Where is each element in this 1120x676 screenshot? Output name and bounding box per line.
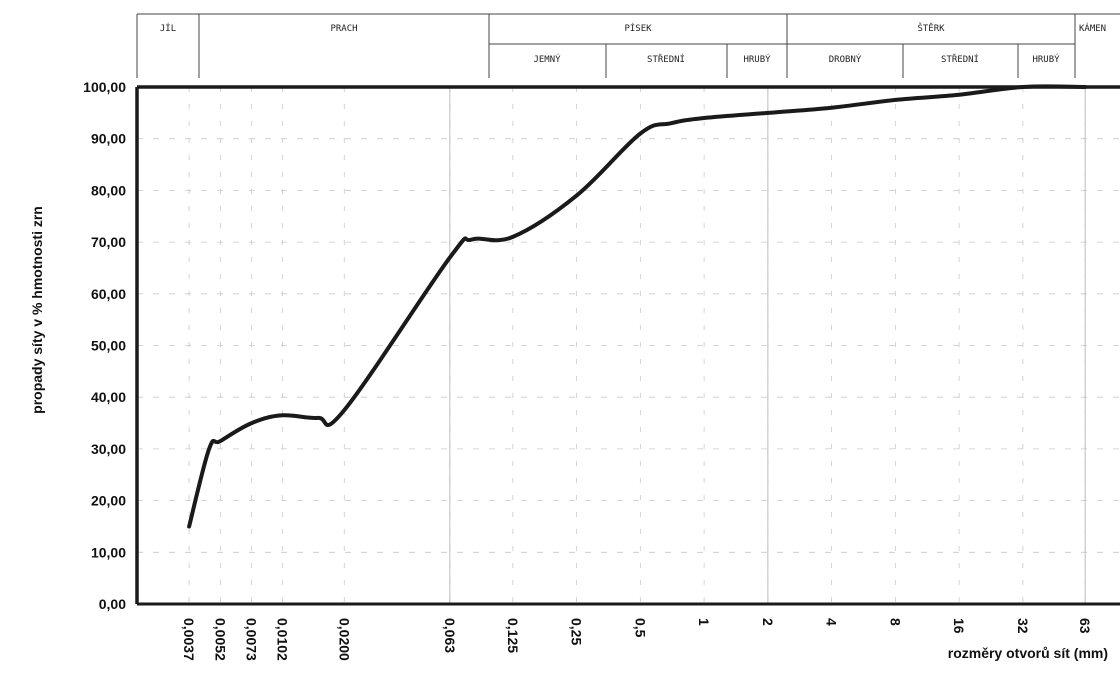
header-silt: PRACH (330, 24, 357, 34)
header-gravel: ŠTĚRK (917, 22, 945, 34)
y-tick-label: 10,00 (91, 544, 126, 560)
y-tick-label: 20,00 (91, 493, 126, 509)
header-gravel-coarse: HRUBÝ (1032, 53, 1060, 65)
x-tick-label: 0,063 (442, 618, 458, 653)
x-tick-label: 4 (824, 618, 840, 626)
y-tick-label: 90,00 (91, 131, 126, 147)
y-tick-label: 40,00 (91, 389, 126, 405)
x-tick-label: 32 (1015, 618, 1031, 634)
x-tick-label: 8 (887, 618, 903, 626)
grading-curve (187, 84, 1088, 529)
x-tick-label: 0,0052 (212, 618, 228, 661)
y-tick-label: 50,00 (91, 338, 126, 354)
x-tick-label: 63 (1077, 618, 1093, 634)
y-tick-label: 100,00 (83, 79, 126, 95)
x-tick-label: 0,0037 (181, 618, 197, 661)
y-tick-label: 0,00 (99, 596, 126, 612)
x-tick-label: 0,125 (505, 618, 521, 653)
x-tick-label: 0,0102 (274, 618, 290, 661)
x-tick-label: 0,0200 (336, 618, 352, 661)
header-gravel-fine: DROBNÝ (829, 53, 862, 65)
y-tick-label: 80,00 (91, 182, 126, 198)
x-tick-label: 1 (696, 618, 712, 626)
x-tick-label: 16 (951, 618, 967, 634)
header-gravel-medium: STŘEDNÍ (941, 53, 979, 65)
x-tick-label: 0,5 (632, 618, 648, 638)
x-axis-title: rozměry otvorů sít (mm) (948, 645, 1108, 661)
x-tick-label: 0,0073 (244, 618, 260, 661)
header-sand-coarse: HRUBÝ (743, 53, 771, 65)
x-tick-label: 0,25 (569, 618, 585, 645)
y-axis-title: propady síty v % hmotnosti zrn (29, 206, 45, 414)
header-sand: PÍSEK (624, 22, 652, 34)
y-tick-label: 30,00 (91, 441, 126, 457)
header-sand-fine: JEMNÝ (533, 53, 561, 65)
header-cobbles: KÁMEN (1079, 22, 1106, 34)
header-sand-medium: STŘEDNÍ (647, 53, 685, 65)
header-clay: JÍL (160, 22, 176, 34)
y-tick-label: 70,00 (91, 234, 126, 250)
y-tick-label: 60,00 (91, 286, 126, 302)
x-tick-label: 2 (760, 618, 776, 626)
